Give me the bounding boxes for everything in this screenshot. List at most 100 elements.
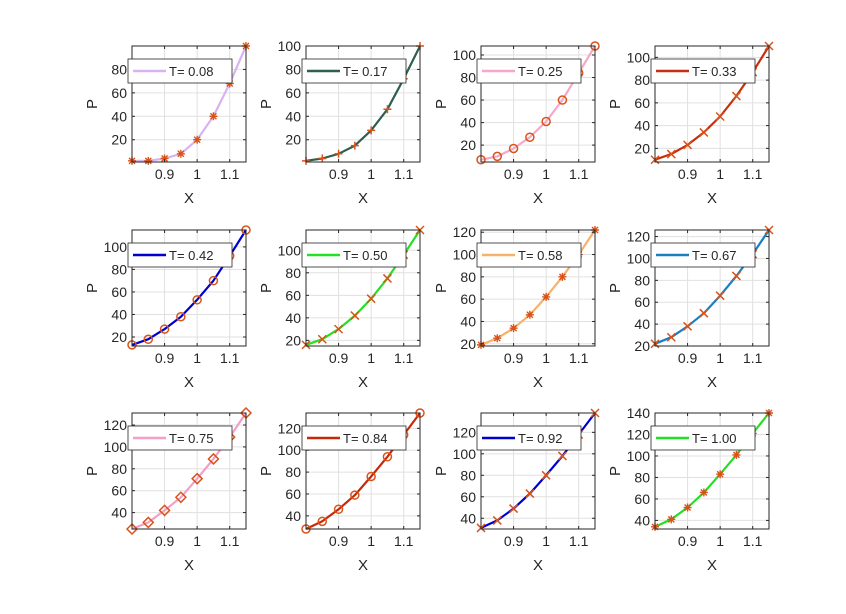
y-tick-label: 60	[285, 287, 301, 303]
y-tick-label: 40	[111, 505, 127, 521]
data-point-3	[334, 324, 344, 334]
x-tick-label: 1	[193, 350, 201, 366]
data-point-3	[683, 140, 693, 150]
axes-box	[305, 45, 421, 163]
x-tick-label: 0.9	[155, 350, 175, 366]
axes-box	[305, 412, 421, 530]
y-tick-label: 100	[278, 38, 302, 54]
y-tick-label: 80	[111, 261, 127, 277]
subplot-1: 0.9 1 1.1 20 40 60 80 X P T= 0.08	[84, 42, 250, 207]
axes-box	[131, 412, 247, 530]
x-axis-label: X	[533, 374, 543, 391]
data-point-4	[350, 490, 360, 500]
data-point-2	[318, 154, 327, 163]
y-tick-label: 20	[634, 338, 650, 354]
x-tick-label: 1	[367, 166, 375, 182]
subplot-7: 0.9 1 1.1 20 40 60 80 100 120 X P T= 0.58	[433, 224, 599, 391]
x-axis-label: X	[358, 557, 368, 574]
subplot-2: 0.9 1 1.1 20 40 60 80 100 X P T= 0.17	[258, 38, 424, 207]
y-tick-label: 140	[627, 405, 651, 421]
data-point-5	[716, 470, 725, 479]
legend-label: T= 0.67	[692, 248, 736, 263]
data-point-2	[144, 156, 153, 165]
axes-box	[131, 229, 247, 347]
data-point-4	[525, 310, 534, 319]
y-tick-label: 40	[285, 508, 301, 524]
x-tick-label: 1.1	[569, 533, 589, 549]
x-axis-label: X	[707, 190, 717, 207]
data-point-6	[558, 272, 567, 281]
data-point-3	[683, 321, 693, 331]
y-tick-label: 20	[111, 132, 127, 148]
x-tick-label: 1.1	[743, 533, 763, 549]
data-point-5	[367, 126, 376, 135]
data-point-6	[557, 451, 567, 461]
x-tick-label: 1.1	[394, 350, 414, 366]
data-point-4	[176, 149, 185, 158]
x-tick-label: 0.9	[504, 166, 524, 182]
x-tick-label: 1.1	[569, 166, 589, 182]
subplot-4: 0.9 1 1.1 20 40 60 80 100 X P T= 0.33	[607, 41, 774, 207]
legend-label: T= 1.00	[692, 431, 736, 446]
y-tick-label: 60	[460, 291, 476, 307]
y-axis-label: P	[607, 466, 624, 476]
y-axis-label: P	[258, 99, 275, 109]
x-tick-label: 1.1	[394, 166, 414, 182]
x-tick-label: 1	[542, 533, 550, 549]
y-tick-label: 100	[278, 242, 302, 258]
x-tick-label: 0.9	[678, 350, 698, 366]
y-tick-label: 20	[285, 332, 301, 348]
x-tick-label: 1	[716, 350, 724, 366]
data-point-5	[541, 470, 551, 480]
data-point-5	[366, 471, 376, 482]
data-point-6	[209, 112, 218, 121]
y-tick-label: 20	[634, 140, 650, 156]
data-point-2	[492, 151, 503, 162]
x-tick-label: 1.1	[743, 166, 763, 182]
data-point-4	[350, 141, 359, 150]
y-tick-label: 120	[278, 420, 302, 436]
data-point-4	[699, 127, 709, 137]
data-point-6	[731, 271, 741, 281]
x-tick-label: 1.1	[569, 350, 589, 366]
y-tick-label: 120	[104, 417, 128, 433]
y-tick-label: 80	[460, 467, 476, 483]
y-tick-label: 60	[111, 483, 127, 499]
y-axis-label: P	[258, 466, 275, 476]
data-point-3	[683, 503, 692, 512]
y-tick-label: 80	[634, 272, 650, 288]
data-point-4	[176, 311, 186, 322]
y-axis-label: P	[607, 99, 624, 109]
x-tick-label: 1.1	[220, 166, 240, 182]
x-tick-label: 0.9	[504, 533, 524, 549]
x-tick-label: 1.1	[743, 350, 763, 366]
data-point-5	[192, 295, 202, 305]
y-axis-label: P	[433, 99, 450, 109]
y-tick-label: 60	[634, 294, 650, 310]
x-axis-label: X	[184, 190, 194, 207]
axes-box	[131, 45, 247, 163]
y-tick-label: 100	[104, 239, 128, 255]
data-point-5	[715, 291, 725, 301]
data-point-6	[557, 95, 568, 105]
y-tick-label: 40	[634, 118, 650, 134]
y-tick-label: 80	[460, 70, 476, 86]
data-point-4	[350, 311, 360, 321]
data-point-5	[366, 294, 376, 304]
x-tick-label: 1.1	[394, 533, 414, 549]
y-tick-label: 120	[453, 424, 477, 440]
subplot-10: 0.9 1 1.1 40 60 80 100 120 X P T= 0.84	[258, 408, 425, 574]
y-axis-label: P	[258, 283, 275, 293]
data-point-5	[193, 135, 202, 144]
x-axis-label: X	[184, 557, 194, 574]
axes-box	[480, 412, 596, 530]
y-tick-label: 80	[111, 61, 127, 77]
data-point-2	[492, 515, 502, 525]
x-tick-label: 0.9	[329, 166, 349, 182]
data-point-2	[666, 332, 676, 342]
y-tick-label: 100	[627, 448, 651, 464]
data-point-3	[159, 324, 170, 334]
legend-label: T= 0.75	[169, 431, 213, 446]
y-tick-label: 80	[285, 464, 301, 480]
